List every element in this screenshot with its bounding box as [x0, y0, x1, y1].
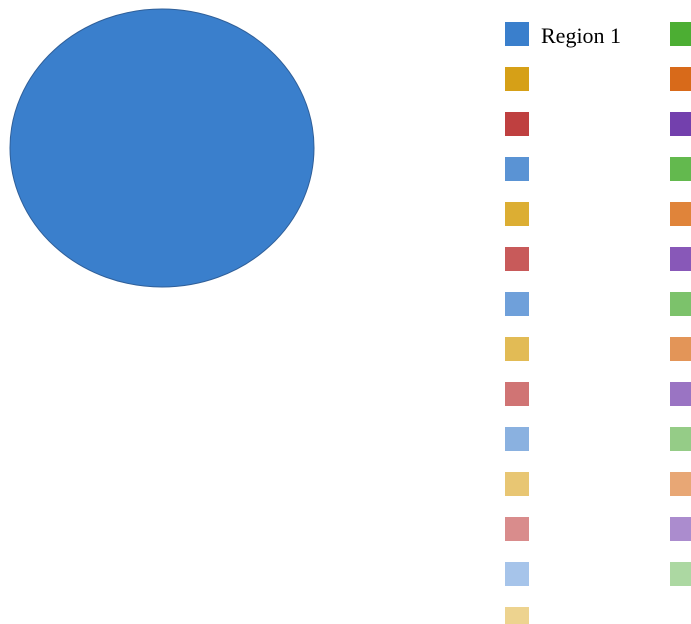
legend-swatch — [670, 562, 691, 586]
legend-swatch — [505, 562, 529, 586]
legend-swatch — [505, 472, 529, 496]
legend-swatch — [505, 22, 529, 46]
legend-swatch — [670, 382, 691, 406]
legend-swatch — [505, 427, 529, 451]
legend-label: Region 1 — [541, 23, 621, 48]
legend-swatch — [670, 292, 691, 316]
legend-swatch — [505, 112, 529, 136]
pie-slice — [9, 8, 315, 288]
legend-swatch — [505, 67, 529, 91]
legend-swatch — [670, 337, 691, 361]
legend-swatch — [670, 67, 691, 91]
legend-swatch — [670, 112, 691, 136]
legend-swatch — [670, 472, 691, 496]
legend-swatch — [505, 382, 529, 406]
legend-swatch — [505, 157, 529, 181]
legend-swatch — [505, 247, 529, 271]
legend-swatch — [505, 202, 529, 226]
legend-swatch — [505, 337, 529, 361]
legend-swatch — [505, 292, 529, 316]
legend-swatch — [670, 247, 691, 271]
legend-swatch — [670, 157, 691, 181]
legend-swatch — [670, 22, 691, 46]
legend-swatch — [670, 427, 691, 451]
legend-swatch — [505, 607, 529, 624]
legend-swatch — [670, 202, 691, 226]
legend-swatch — [670, 517, 691, 541]
legend-swatch — [505, 517, 529, 541]
